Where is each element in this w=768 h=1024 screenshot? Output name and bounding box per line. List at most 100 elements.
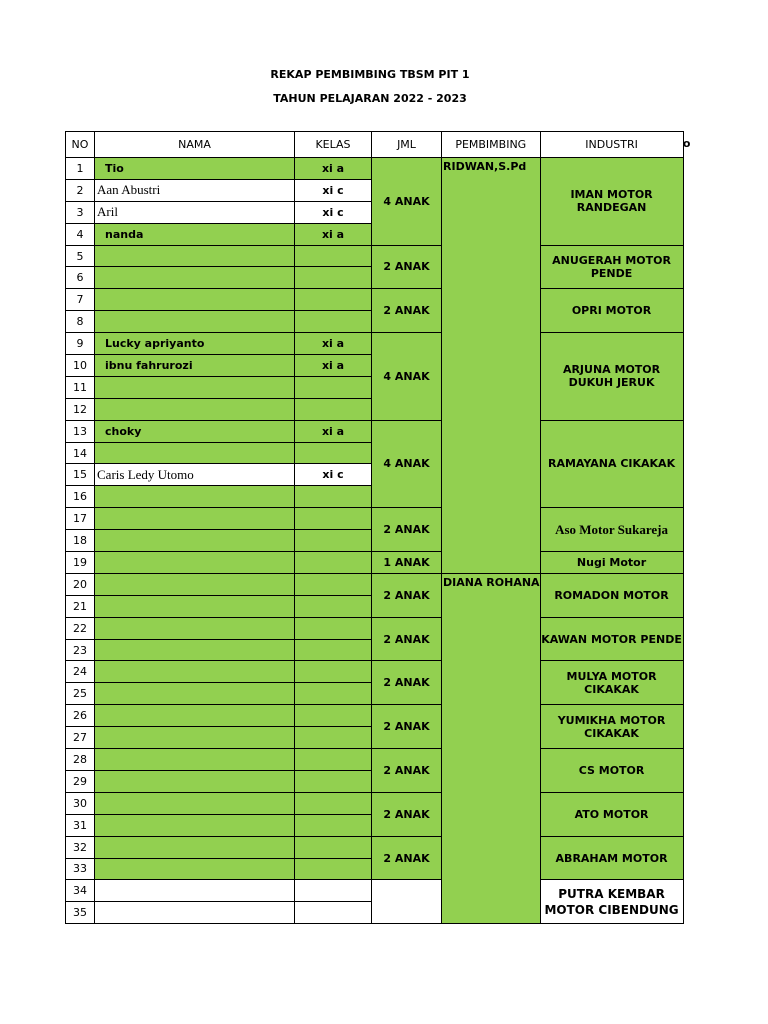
- row-number: 19: [65, 551, 95, 574]
- document-subtitle: TAHUN PELAJARAN 2022 - 2023: [273, 92, 467, 105]
- kelas-cell: xi a: [294, 157, 372, 180]
- row-number: 8: [65, 310, 95, 334]
- name-cell: ibnu fahrurozi: [94, 354, 295, 377]
- row-number: 29: [65, 769, 95, 793]
- name-cell: Caris Ledy Utomo: [94, 463, 295, 487]
- row-number: 16: [65, 485, 95, 509]
- row-number: 23: [65, 638, 95, 662]
- name-cell: choky: [94, 419, 295, 443]
- header-row: NO NAMA KELAS JML PEMBIMBING INDUSTRI: [65, 131, 684, 158]
- name-cell: Tio: [94, 157, 295, 180]
- row-number: 26: [65, 704, 95, 728]
- row-number: 5: [65, 244, 95, 268]
- pembimbing-cell: DIANA ROHANA: [441, 572, 541, 925]
- row-number: 15: [65, 463, 95, 487]
- jml-cell: 2 ANAK: [371, 507, 442, 553]
- name-cell: [94, 835, 295, 859]
- industri-cell: ANUGERAH MOTOR PENDE: [539, 244, 684, 290]
- table-row: 23: [65, 638, 684, 662]
- name-cell: [94, 244, 295, 268]
- jml-cell: 2 ANAK: [371, 704, 442, 750]
- kelas-cell: [294, 551, 372, 574]
- kelas-cell: [294, 791, 372, 815]
- name-cell: Aan Abustri: [94, 178, 295, 202]
- industri-cell: Aso Motor Sukareja: [539, 507, 684, 553]
- kelas-cell: [294, 441, 372, 465]
- name-cell: [94, 791, 295, 815]
- industri-cell: ABRAHAM MOTOR: [539, 835, 684, 881]
- table-row: 29: [65, 769, 684, 793]
- row-number: 30: [65, 791, 95, 815]
- kelas-cell: [294, 310, 372, 334]
- document-title: REKAP PEMBIMBING TBSM PIT 1: [270, 68, 470, 81]
- kelas-cell: [294, 594, 372, 618]
- name-cell: [94, 813, 295, 837]
- table-row: 24 2 ANAK MULYA MOTOR CIKAKAK: [65, 660, 684, 706]
- table-row: 6: [65, 266, 684, 290]
- row-number: 2: [65, 178, 95, 202]
- row-number: 34: [65, 879, 95, 903]
- table-row: 34 PUTRA KEMBAR MOTOR CIBENDUNG: [65, 879, 684, 925]
- row-number: 12: [65, 397, 95, 421]
- table-row: 27: [65, 726, 684, 750]
- row-number: 9: [65, 332, 95, 356]
- kelas-cell: [294, 726, 372, 750]
- kelas-cell: [294, 769, 372, 793]
- name-cell: nanda: [94, 222, 295, 246]
- table-row: 26 2 ANAK YUMIKHA MOTOR CIKAKAK: [65, 704, 684, 750]
- name-cell: [94, 748, 295, 771]
- jml-cell: 1 ANAK: [371, 551, 442, 574]
- header-nama: NAMA: [94, 131, 295, 158]
- kelas-cell: [294, 507, 372, 531]
- kelas-cell: [294, 682, 372, 706]
- table-row: 15 Caris Ledy Utomo xi c: [65, 463, 684, 487]
- kelas-cell: [294, 616, 372, 640]
- table-row: 7 2 ANAK OPRI MOTOR: [65, 288, 684, 334]
- jml-cell: 4 ANAK: [371, 157, 442, 246]
- table-row: 4 nanda xi a: [65, 222, 684, 246]
- kelas-cell: xi c: [294, 178, 372, 202]
- jml-cell: 2 ANAK: [371, 288, 442, 334]
- table-row: 14: [65, 441, 684, 465]
- name-cell: [94, 901, 295, 925]
- row-number: 20: [65, 572, 95, 596]
- table-row: 30 2 ANAK ATO MOTOR: [65, 791, 684, 837]
- name-cell: [94, 507, 295, 531]
- row-number: 10: [65, 354, 95, 377]
- table-row: 10 ibnu fahrurozi xi a: [65, 354, 684, 377]
- kelas-cell: [294, 748, 372, 771]
- kelas-cell: [294, 572, 372, 596]
- industri-cell: OPRI MOTOR: [539, 288, 684, 334]
- table-row: 19 1 ANAK Nugi Motor: [65, 551, 684, 574]
- kelas-cell: [294, 397, 372, 421]
- row-number: 1: [65, 157, 95, 180]
- row-number: 32: [65, 835, 95, 859]
- row-number: 18: [65, 529, 95, 553]
- row-number: 28: [65, 748, 95, 771]
- table-row: 28 2 ANAK CS MOTOR: [65, 748, 684, 793]
- kelas-cell: [294, 879, 372, 903]
- kelas-cell: xi a: [294, 419, 372, 443]
- kelas-cell: [294, 835, 372, 859]
- kelas-cell: [294, 901, 372, 925]
- jml-cell: 2 ANAK: [371, 835, 442, 881]
- name-cell: Aril: [94, 200, 295, 224]
- kelas-cell: xi a: [294, 332, 372, 356]
- row-number: 13: [65, 419, 95, 443]
- name-cell: [94, 769, 295, 793]
- row-number: 17: [65, 507, 95, 531]
- table-row: 16: [65, 485, 684, 509]
- jml-cell: 2 ANAK: [371, 791, 442, 837]
- name-cell: [94, 616, 295, 640]
- name-cell: [94, 572, 295, 596]
- name-cell: [94, 485, 295, 509]
- table-row: 2 Aan Abustri xi c: [65, 178, 684, 202]
- kelas-cell: [294, 638, 372, 662]
- name-cell: [94, 638, 295, 662]
- row-number: 27: [65, 726, 95, 750]
- row-number: 6: [65, 266, 95, 290]
- row-number: 24: [65, 660, 95, 684]
